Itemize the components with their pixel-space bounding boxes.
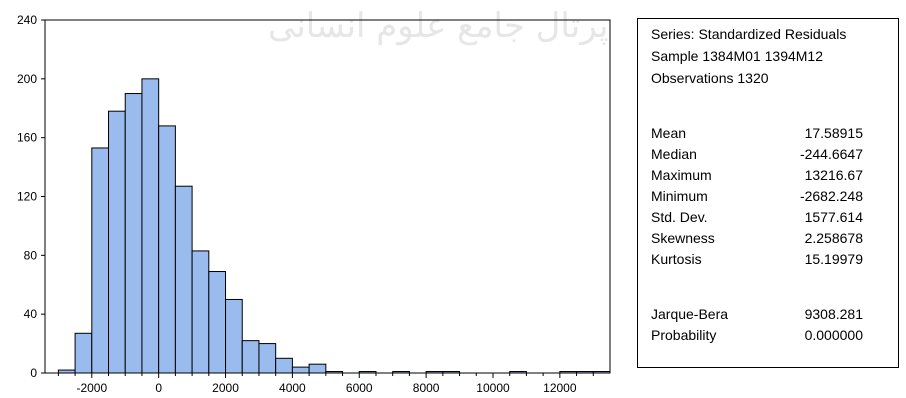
- x-tick-label: 10000: [476, 381, 510, 395]
- histogram-bar: [275, 357, 293, 374]
- stat-label: Std. Dev.: [651, 209, 708, 225]
- y-tick-label: 0: [30, 366, 37, 380]
- y-tick-label: 160: [17, 131, 37, 145]
- y-tick-label: 200: [17, 72, 37, 86]
- histogram-bar: [108, 110, 126, 374]
- histogram-bar: [325, 371, 344, 374]
- stat-value: 15.19979: [804, 251, 863, 267]
- stat-row-jarque-bera: Jarque-Bera 9308.281: [651, 306, 891, 324]
- stat-value: 9308.281: [804, 306, 863, 322]
- sample-line: Sample 1384M01 1394M12: [651, 48, 824, 64]
- histogram-bar: [442, 371, 461, 374]
- y-axis-ticks: 0 40 80 120 160 200 240: [17, 13, 45, 380]
- stat-value: 17.58915: [804, 125, 863, 141]
- histogram-bar: [358, 371, 377, 374]
- histogram-bars: [57, 78, 611, 374]
- stat-value: -2682.248: [799, 188, 863, 204]
- x-tick-label: 0: [155, 381, 162, 395]
- x-tick-label: 8000: [413, 381, 440, 395]
- x-axis-ticks: -2000 0 2000 4000 6000 8000 10000 12000: [57, 373, 594, 395]
- histogram-bar: [576, 371, 594, 374]
- y-tick-label: 40: [24, 307, 38, 321]
- stat-row-minimum: Minimum -2682.248: [651, 188, 891, 206]
- stat-row-probability: Probability 0.000000: [651, 327, 891, 345]
- histogram-bar: [174, 185, 193, 374]
- stat-label: Kurtosis: [651, 251, 702, 267]
- histogram-chart: 0 40 80 120 160 200 240 -2000 0 2000 4000 6000 8000…: [17, 13, 611, 395]
- series-line: Series: Standardized Residuals: [651, 26, 847, 42]
- stat-label: Mean: [651, 125, 687, 141]
- stat-label: Jarque-Bera: [651, 306, 729, 322]
- histogram-bar: [124, 93, 143, 374]
- stat-label: Probability: [651, 327, 717, 343]
- histogram-bar: [91, 147, 110, 374]
- histogram-bar: [208, 271, 227, 374]
- stat-row-mean: Mean 17.58915: [651, 125, 891, 143]
- histogram-bar: [158, 125, 176, 374]
- histogram-bar: [191, 250, 210, 374]
- stat-row-median: Median -244.6647: [651, 146, 891, 164]
- watermark-text: پرتال جامع علوم انسانی: [268, 6, 609, 46]
- statistics-panel: Series: Standardized Residuals Sample 13…: [637, 18, 899, 368]
- stat-value: 0.000000: [804, 327, 863, 343]
- stat-value: 13216.67: [804, 167, 863, 183]
- x-tick-label: 2000: [212, 381, 239, 395]
- stat-value: -244.6647: [799, 146, 863, 162]
- histogram-bar: [392, 371, 410, 374]
- stat-label: Maximum: [651, 167, 712, 183]
- histogram-bar: [425, 371, 444, 374]
- histogram-bar: [241, 340, 260, 374]
- stat-row-skewness: Skewness 2.258678: [651, 230, 891, 248]
- stat-value: 1577.614: [804, 209, 863, 225]
- y-tick-label: 80: [24, 248, 38, 262]
- x-tick-label: 4000: [279, 381, 306, 395]
- stat-value: 2.258678: [804, 230, 863, 246]
- x-tick-label: 6000: [346, 381, 373, 395]
- histogram-bar: [559, 371, 578, 374]
- stat-label: Median: [651, 146, 697, 162]
- histogram-bar: [592, 371, 611, 374]
- stat-label: Minimum: [651, 188, 708, 204]
- observations-line: Observations 1320: [651, 70, 769, 86]
- y-tick-label: 120: [17, 190, 37, 204]
- x-tick-label: 12000: [543, 381, 577, 395]
- histogram-bar: [225, 298, 243, 374]
- stat-row-std-dev: Std. Dev. 1577.614: [651, 209, 891, 227]
- stat-row-kurtosis: Kurtosis 15.19979: [651, 251, 891, 269]
- histogram-bar: [509, 371, 527, 374]
- stat-row-maximum: Maximum 13216.67: [651, 167, 891, 185]
- histogram-bar: [291, 366, 310, 374]
- histogram-bar: [74, 332, 93, 374]
- histogram-bar: [258, 343, 277, 374]
- histogram-bar: [141, 78, 160, 374]
- histogram-bar: [57, 369, 76, 374]
- y-tick-label: 240: [17, 13, 37, 27]
- histogram-bar: [308, 363, 327, 374]
- stat-label: Skewness: [651, 230, 715, 246]
- x-tick-label: -2000: [76, 381, 107, 395]
